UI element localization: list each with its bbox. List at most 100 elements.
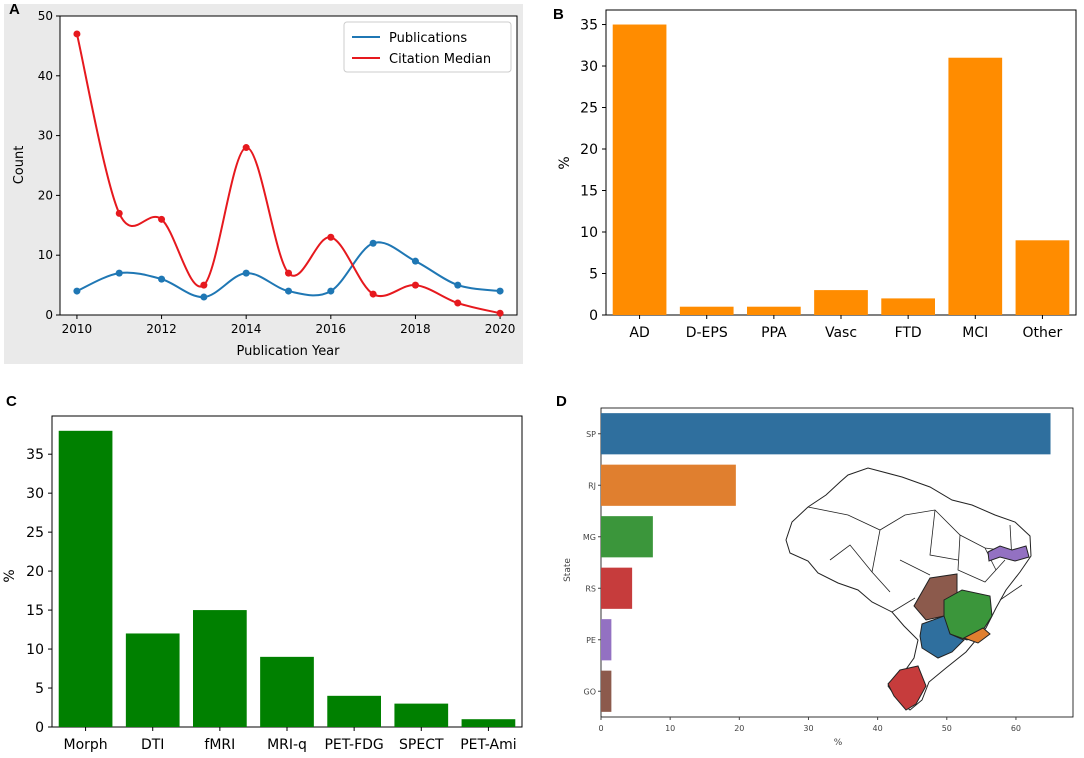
data-point-publications <box>285 287 292 295</box>
panel-label-b: B <box>553 6 564 23</box>
data-point-publications <box>115 269 123 277</box>
y-tick-label: 50 <box>38 9 53 23</box>
y-tick-label: 20 <box>26 564 44 580</box>
bar-mci <box>948 57 1003 315</box>
data-point-publications <box>73 287 81 295</box>
y-tick-label: PE <box>586 636 596 645</box>
x-tick-label: Other <box>1023 325 1063 341</box>
panel-a-legend: Publications Citation Median <box>343 21 512 73</box>
bar-ppa <box>747 306 801 315</box>
legend-label-publications: Publications <box>389 31 467 46</box>
y-tick-label: 15 <box>26 603 44 619</box>
data-point-citation-median <box>327 233 335 241</box>
bar-go <box>601 670 612 712</box>
panel-b-y-axis-label: % <box>557 156 573 169</box>
x-tick-label: FTD <box>895 325 922 341</box>
x-tick-label: 2016 <box>316 322 347 336</box>
brazil-map <box>785 467 1032 711</box>
panel-label-a: A <box>9 1 20 18</box>
x-tick-label: 2010 <box>62 322 93 336</box>
x-tick-label: SPECT <box>399 737 444 753</box>
map-state-pe <box>987 545 1030 562</box>
y-tick-label: 30 <box>38 129 53 143</box>
x-tick-label: Vasc <box>825 325 857 341</box>
x-tick-label: 0 <box>598 724 603 733</box>
x-tick-label: 50 <box>942 724 952 733</box>
y-tick-label: 15 <box>580 184 598 200</box>
data-point-publications <box>200 293 208 301</box>
data-point-citation-median <box>115 209 123 217</box>
x-tick-label: AD <box>629 325 649 341</box>
bar-rj <box>601 464 736 506</box>
bar-ad <box>612 24 667 316</box>
data-point-citation-median <box>73 30 81 38</box>
panel-c-bars <box>58 430 516 727</box>
y-tick-label: 0 <box>45 308 53 322</box>
panel-c-y-axis-label: % <box>2 569 18 582</box>
y-tick-label: 5 <box>589 267 598 283</box>
bar-mri-q <box>260 656 314 727</box>
panel-c-axis-ticks: 0 5 10 15 20 25 30 35 Morph DTI fMRI MRI-q PET-FDG SP… <box>26 447 516 753</box>
data-point-citation-median <box>200 281 208 289</box>
panel-d-bars <box>601 413 1051 712</box>
bar-other <box>1015 240 1070 315</box>
y-tick-label: SP <box>586 430 596 439</box>
x-tick-label: Morph <box>63 737 107 753</box>
map-state-rs <box>887 665 927 711</box>
x-tick-label: 2018 <box>400 322 431 336</box>
panel-b-plot-area <box>605 9 1077 316</box>
bar-pet-ami <box>461 719 516 727</box>
map-state-rj <box>962 627 991 644</box>
x-tick-label: fMRI <box>204 737 235 753</box>
y-tick-label: 40 <box>38 69 53 83</box>
bar-spect <box>394 703 449 727</box>
data-point-citation-median <box>411 281 419 289</box>
data-point-publications <box>327 287 335 295</box>
x-tick-label: MCI <box>962 325 988 341</box>
bar-d-eps <box>679 306 734 315</box>
panel-a-series <box>73 30 504 317</box>
y-tick-label: 25 <box>26 525 44 541</box>
data-point-publications <box>411 257 419 265</box>
y-tick-label: MG <box>583 533 596 542</box>
y-tick-label: 30 <box>580 59 598 75</box>
y-tick-label: 10 <box>26 642 44 658</box>
x-tick-label: PET-Ami <box>460 737 516 753</box>
data-point-citation-median <box>496 309 504 317</box>
x-tick-label: 2012 <box>146 322 177 336</box>
y-tick-label: 30 <box>26 486 44 502</box>
data-point-publications <box>158 275 166 283</box>
x-tick-label: 20 <box>734 724 744 733</box>
x-tick-label: 60 <box>1011 724 1021 733</box>
x-tick-label: 30 <box>803 724 813 733</box>
y-tick-label: 35 <box>580 18 598 34</box>
y-tick-label: 20 <box>38 188 53 202</box>
panel-a-y-axis-label: Count <box>12 146 27 185</box>
bar-sp <box>601 413 1051 455</box>
data-point-citation-median <box>285 269 292 277</box>
map-state-sp <box>919 615 965 659</box>
panel-b-axis-ticks: 0 5 10 15 20 25 30 35 AD D-EPS PPA Vasc FTD MCI Other <box>580 18 1062 341</box>
bar-vasc <box>814 290 868 315</box>
y-tick-label: RS <box>585 584 596 593</box>
y-tick-label: 35 <box>26 447 44 463</box>
legend-box <box>343 21 512 73</box>
y-tick-label: 25 <box>580 101 598 117</box>
bar-fmri <box>193 610 247 727</box>
data-point-citation-median <box>369 290 377 298</box>
bar-mg <box>601 516 653 558</box>
x-tick-label: PPA <box>761 325 787 341</box>
bar-dti <box>125 633 180 727</box>
data-point-publications <box>242 269 250 277</box>
data-point-publications <box>454 281 462 289</box>
y-tick-label: 5 <box>35 681 44 697</box>
data-point-publications <box>369 239 377 247</box>
bar-pe <box>601 619 612 661</box>
x-tick-label: PET-FDG <box>324 737 383 753</box>
x-tick-label: DTI <box>141 737 164 753</box>
data-point-citation-median <box>242 144 250 152</box>
panel-d-horizontal-bar-chart: 0 10 20 30 40 50 60 SP RJ MG RS PE GO % State <box>563 407 1074 748</box>
x-tick-label: 10 <box>665 724 675 733</box>
bar-ftd <box>881 298 935 315</box>
